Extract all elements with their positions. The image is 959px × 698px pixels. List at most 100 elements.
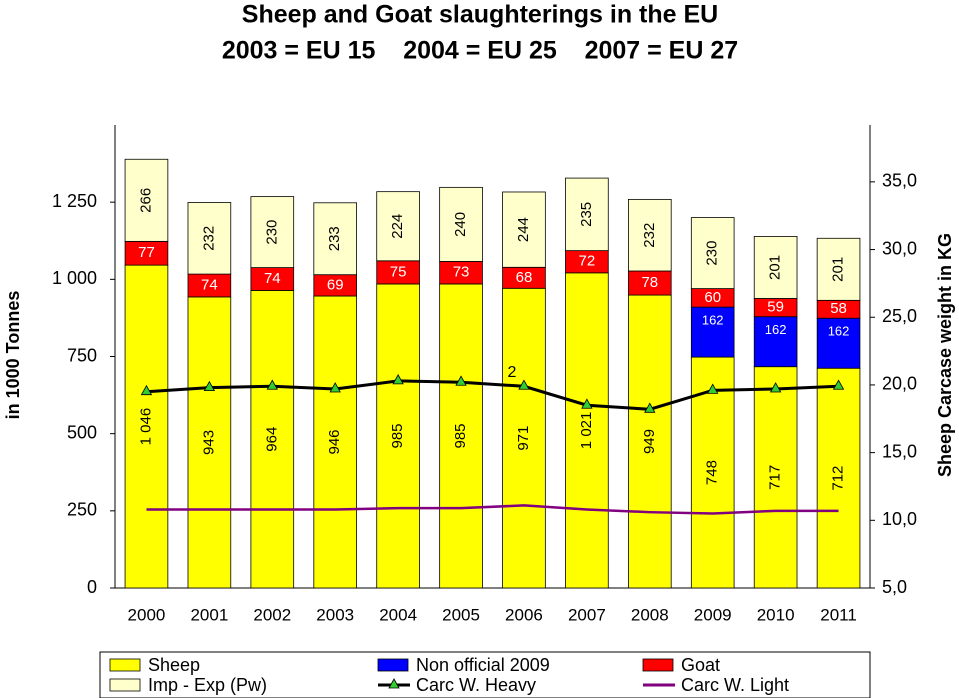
x-tick-label: 2005 xyxy=(442,605,480,624)
legend-marker xyxy=(388,678,400,689)
bar-segment xyxy=(187,296,232,589)
data-label: 971 xyxy=(515,426,532,451)
data-label: 60 xyxy=(704,289,721,306)
y-axis-label: in 1000 Tonnes xyxy=(3,291,23,420)
bar-segment xyxy=(124,264,169,589)
data-label: 266 xyxy=(137,188,154,213)
data-label: 73 xyxy=(453,264,470,281)
y-tick-label: 500 xyxy=(67,422,97,442)
data-label: 232 xyxy=(200,226,217,251)
data-label: 232 xyxy=(641,223,658,248)
legend-swatch xyxy=(109,678,141,692)
data-label: 943 xyxy=(200,430,217,455)
legend-swatch xyxy=(642,658,674,672)
y-tick-label: 250 xyxy=(67,500,97,520)
data-label: 162 xyxy=(765,322,787,337)
bar-segment xyxy=(376,283,420,589)
chart-title: Sheep and Goat slaughterings in the EU xyxy=(242,1,718,29)
x-tick-label: 2009 xyxy=(694,605,732,624)
data-label: 1 046 xyxy=(137,408,154,446)
bar-segment xyxy=(690,306,735,358)
data-label: 233 xyxy=(326,226,343,251)
y-tick-label: 750 xyxy=(67,345,97,365)
line-marker xyxy=(455,375,467,386)
line-marker xyxy=(581,398,593,409)
data-label: 75 xyxy=(390,263,407,280)
data-label: 717 xyxy=(767,465,784,490)
bar-segment xyxy=(376,191,420,262)
legend-label: Carc W. Heavy xyxy=(416,675,536,695)
bar-segment xyxy=(565,272,609,589)
data-label: 68 xyxy=(516,269,533,286)
y2-tick-label: 10,0 xyxy=(882,509,917,529)
y2-tick-label: 35,0 xyxy=(882,171,917,191)
bar-segment xyxy=(816,237,861,301)
data-label: 162 xyxy=(702,313,724,328)
data-label: 59 xyxy=(767,299,784,316)
y2-tick-label: 5,0 xyxy=(882,577,907,597)
data-label: 240 xyxy=(452,212,469,237)
bar-segment xyxy=(313,202,358,276)
data-label: 224 xyxy=(389,214,406,239)
x-tick-label: 2006 xyxy=(505,605,543,624)
data-label: 230 xyxy=(704,241,721,266)
data-label: 58 xyxy=(830,300,847,317)
line-series xyxy=(146,379,839,411)
data-label: 201 xyxy=(767,255,784,280)
y2-tick-label: 20,0 xyxy=(882,374,917,394)
x-tick-label: 2011 xyxy=(820,605,857,624)
bar-segment xyxy=(250,196,295,269)
data-label: 72 xyxy=(579,253,596,270)
x-tick-label: 2007 xyxy=(568,605,606,624)
legend-label: Carc W. Light xyxy=(681,675,789,695)
data-label: 949 xyxy=(641,429,658,454)
data-label: 985 xyxy=(452,423,469,448)
y-tick-label: 1 000 xyxy=(52,268,97,288)
legend-label: Sheep xyxy=(148,655,200,675)
data-label: 201 xyxy=(830,257,847,282)
x-tick-label: 2004 xyxy=(379,605,417,624)
legend-label: Non official 2009 xyxy=(416,655,550,675)
line-marker xyxy=(707,383,719,394)
line-marker xyxy=(518,379,530,390)
data-label: 74 xyxy=(201,276,218,293)
bar-segment xyxy=(816,317,861,369)
line-series xyxy=(146,504,839,515)
legend-label: Imp - Exp (Pw) xyxy=(148,675,267,695)
line-marker xyxy=(203,380,216,392)
bar-segment xyxy=(187,202,232,275)
data-label: 74 xyxy=(264,270,281,287)
data-label: 985 xyxy=(389,423,406,448)
data-label: 69 xyxy=(327,276,344,293)
bar-segment xyxy=(753,236,798,299)
line-marker xyxy=(769,382,782,393)
bar-segment xyxy=(439,283,483,589)
line-marker xyxy=(832,379,845,390)
data-label: 230 xyxy=(263,220,280,245)
bar-segment xyxy=(628,198,672,272)
annotation: 2 xyxy=(508,364,517,381)
x-tick-label: 2008 xyxy=(631,605,669,624)
bar-segment xyxy=(816,367,861,589)
data-label: 946 xyxy=(326,429,343,454)
bar-segment xyxy=(565,177,609,252)
legend-swatch xyxy=(377,658,409,672)
bar-segment xyxy=(124,158,169,242)
bar-segment xyxy=(628,294,672,589)
line-marker xyxy=(266,379,278,390)
data-label: 235 xyxy=(578,202,595,227)
data-label: 964 xyxy=(263,427,280,452)
line-marker xyxy=(140,384,153,396)
chart-subtitle: 2003 = EU 15 2004 = EU 25 2007 = EU 27 xyxy=(222,37,738,65)
bar-segment xyxy=(628,270,672,296)
legend-label: Goat xyxy=(681,655,720,675)
data-label: 712 xyxy=(830,466,847,491)
bar-segment xyxy=(439,186,483,262)
bar-segment xyxy=(753,316,798,368)
bar-segment xyxy=(502,287,546,589)
x-tick-label: 2003 xyxy=(316,605,354,624)
data-label: 162 xyxy=(828,324,850,339)
y-tick-label: 0 xyxy=(87,577,97,597)
x-tick-label: 2010 xyxy=(757,605,795,624)
